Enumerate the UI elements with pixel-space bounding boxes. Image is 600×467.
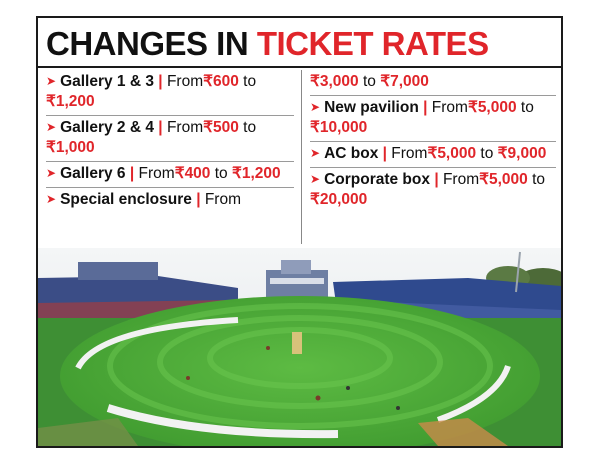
arrow-icon: ➤ [46, 192, 57, 206]
arrow-icon: ➤ [46, 166, 57, 180]
rate-entry-special-enclosure-continued: ₹3,000 to ₹7,000 [310, 70, 556, 96]
rate-entry-ac-box: ➤ AC box | From₹5,000 to ₹9,000 [310, 142, 556, 168]
right-rate-list: ₹3,000 to ₹7,000 ➤ New pavilion | From₹5,… [310, 70, 556, 213]
headline-part-2: TICKET RATES [256, 25, 489, 62]
headline-part-1: CHANGES IN [46, 25, 249, 62]
left-rate-list: ➤ Gallery 1 & 3 | From₹600 to ₹1,200 ➤ Gal… [46, 70, 294, 213]
arrow-icon: ➤ [310, 172, 321, 186]
rate-entry-gallery-2-4: ➤ Gallery 2 & 4 | From₹500 to ₹1,000 [46, 116, 294, 162]
arrow-icon: ➤ [46, 74, 57, 88]
arrow-icon: ➤ [46, 120, 57, 134]
title-divider [38, 66, 561, 68]
infographic-frame: CHANGES IN TICKET RATES ➤ Gallery 1 & 3 |… [36, 16, 563, 448]
column-divider [301, 70, 302, 244]
arrow-icon: ➤ [310, 146, 321, 160]
rate-entry-special-enclosure: ➤ Special enclosure | From [46, 191, 242, 208]
rate-entry-corporate-box: ➤ Corporate box | From₹5,000 to ₹20,000 [310, 171, 546, 208]
rate-entry-gallery-6: ➤ Gallery 6 | From₹400 to ₹1,200 [46, 162, 294, 188]
arrow-icon: ➤ [310, 100, 321, 114]
headline: CHANGES IN TICKET RATES [46, 22, 489, 66]
cricket-stadium-photo [38, 248, 561, 446]
rate-entry-gallery-1-3: ➤ Gallery 1 & 3 | From₹600 to ₹1,200 [46, 70, 294, 116]
rate-entry-new-pavilion: ➤ New pavilion | From₹5,000 to ₹10,000 [310, 96, 556, 142]
